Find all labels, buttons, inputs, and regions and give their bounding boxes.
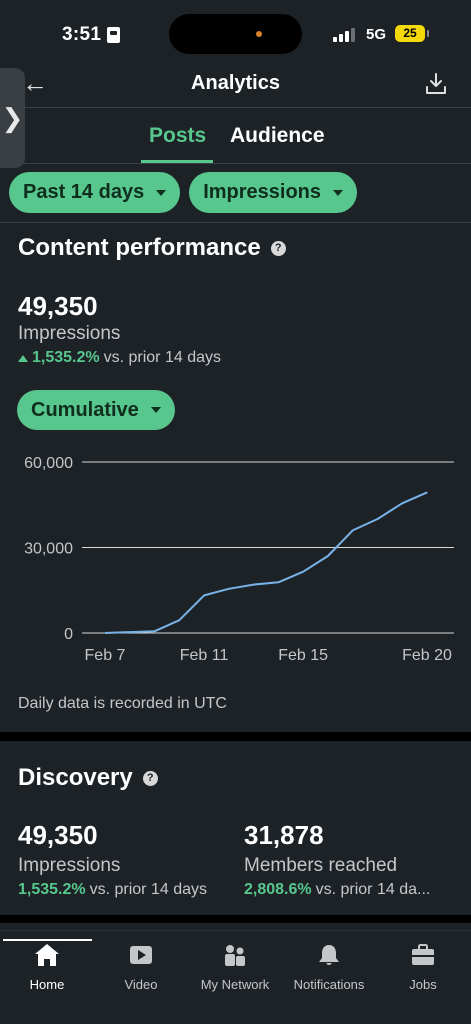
status-bar: 3:51 5G 25	[0, 0, 471, 62]
data-point	[277, 581, 279, 583]
period-filter-label: Past 14 days	[23, 181, 145, 203]
briefcase-icon	[411, 943, 435, 967]
data-point	[253, 584, 255, 586]
impressions-change: 1,535.2% vs. prior 14 days	[18, 349, 221, 367]
active-nav-indicator	[3, 939, 92, 941]
cumulative-label: Cumulative	[31, 398, 139, 421]
section-separator	[0, 732, 471, 741]
change-percent: 1,535.2%	[18, 881, 86, 898]
page-title: Analytics	[191, 72, 280, 94]
y-tick-label: 0	[64, 626, 73, 643]
discovery-impressions-change: 1,535.2% vs. prior 14 days	[18, 881, 238, 899]
filter-bar: Past 14 days Impressions	[9, 172, 358, 213]
divider	[0, 222, 471, 223]
section-title-text: Discovery	[18, 764, 133, 791]
tab-audience[interactable]: Audience	[230, 124, 325, 147]
section-title-text: Content performance	[18, 234, 261, 261]
y-tick-label: 30,000	[24, 541, 73, 558]
caret-down-icon	[150, 407, 161, 413]
nav-my-network[interactable]: My Network	[188, 943, 282, 992]
network-type: 5G	[366, 26, 387, 43]
data-point	[228, 588, 230, 590]
nav-label: Jobs	[409, 977, 437, 992]
nav-video[interactable]: Video	[94, 943, 188, 992]
y-tick-label: 60,000	[24, 455, 73, 472]
data-point	[129, 631, 131, 633]
data-point	[178, 619, 180, 621]
section-separator	[0, 915, 471, 923]
data-point	[327, 555, 329, 557]
back-arrow-icon[interactable]: ←	[22, 68, 48, 98]
change-suffix: vs. prior 14 days	[89, 881, 207, 898]
nav-label: Video	[124, 977, 158, 992]
data-point	[203, 594, 205, 596]
trend-up-icon	[18, 354, 28, 362]
members-reached-value: 31,878	[244, 820, 324, 850]
clock: 3:51	[62, 24, 121, 46]
metric-filter-button[interactable]: Impressions	[189, 172, 358, 213]
x-tick-label: Feb 7	[85, 647, 126, 664]
change-percent: 2,808.6%	[244, 881, 312, 898]
tab-posts[interactable]: Posts	[149, 124, 207, 147]
app-header: ← Analytics	[0, 62, 471, 108]
data-point	[104, 632, 106, 634]
video-icon	[129, 943, 153, 967]
discovery-title: Discovery ?	[18, 764, 158, 792]
active-tab-indicator	[141, 160, 213, 163]
data-point	[426, 491, 428, 493]
nav-home[interactable]: Home	[0, 943, 94, 992]
impressions-value: 49,350	[18, 291, 98, 321]
utc-footnote: Daily data is recorded in UTC	[18, 695, 227, 712]
data-point	[401, 502, 403, 504]
impressions-label: Impressions	[18, 323, 121, 344]
change-suffix: vs. prior 14 days	[103, 349, 221, 366]
side-panel-handle[interactable]: ❯	[0, 68, 25, 168]
metric-filter-label: Impressions	[203, 181, 322, 203]
id-card-icon	[107, 27, 121, 43]
tab-bar: Posts Audience	[0, 108, 471, 164]
impressions-series-line	[104, 491, 428, 634]
data-point	[302, 571, 304, 573]
impressions-chart: 0 30,000 60,000 Feb 7 Feb 11 Feb 15 Feb 20	[24, 455, 454, 664]
chevron-right-icon: ❯	[1, 102, 24, 133]
discovery-impressions: 49,350 Impressions 1,535.2% vs. prior 14…	[18, 820, 238, 899]
discovery-impressions-label: Impressions	[18, 855, 121, 876]
discovery-members-reached: 31,878 Members reached 2,808.6% vs. prio…	[244, 820, 466, 899]
change-percent: 1,535.2%	[32, 349, 100, 366]
dynamic-island	[169, 14, 302, 54]
members-reached-change: 2,808.6% vs. prior 14 da...	[244, 881, 466, 899]
signal-icon	[333, 28, 355, 42]
battery-icon: 25	[395, 25, 429, 42]
bottom-navigation: Home Video My Network Notifications Jobs	[0, 930, 471, 1024]
help-icon[interactable]: ?	[270, 240, 286, 256]
nav-label: Home	[29, 977, 65, 992]
cumulative-dropdown-button[interactable]: Cumulative	[17, 390, 175, 430]
content-performance-title: Content performance ?	[18, 234, 286, 262]
caret-down-icon	[156, 189, 167, 196]
camera-indicator-icon	[256, 31, 262, 37]
caret-down-icon	[333, 189, 344, 196]
nav-jobs[interactable]: Jobs	[376, 943, 470, 992]
network-icon	[223, 943, 247, 967]
x-tick-label: Feb 11	[180, 647, 229, 664]
period-filter-button[interactable]: Past 14 days	[9, 172, 181, 213]
data-point	[352, 529, 354, 531]
help-icon[interactable]: ?	[142, 770, 158, 786]
clock-text: 3:51	[62, 24, 102, 45]
x-tick-label: Feb 20	[402, 647, 452, 664]
members-reached-label: Members reached	[244, 855, 398, 876]
download-icon[interactable]	[425, 72, 447, 96]
home-icon	[34, 943, 60, 967]
data-point	[154, 630, 156, 632]
nav-label: Notifications	[293, 977, 365, 992]
x-tick-label: Feb 15	[278, 647, 328, 664]
nav-label: My Network	[200, 977, 270, 992]
bell-icon	[318, 943, 340, 967]
data-point	[376, 518, 378, 520]
nav-notifications[interactable]: Notifications	[282, 943, 376, 992]
discovery-impressions-value: 49,350	[18, 820, 98, 850]
change-suffix: vs. prior 14 da...	[315, 881, 431, 898]
